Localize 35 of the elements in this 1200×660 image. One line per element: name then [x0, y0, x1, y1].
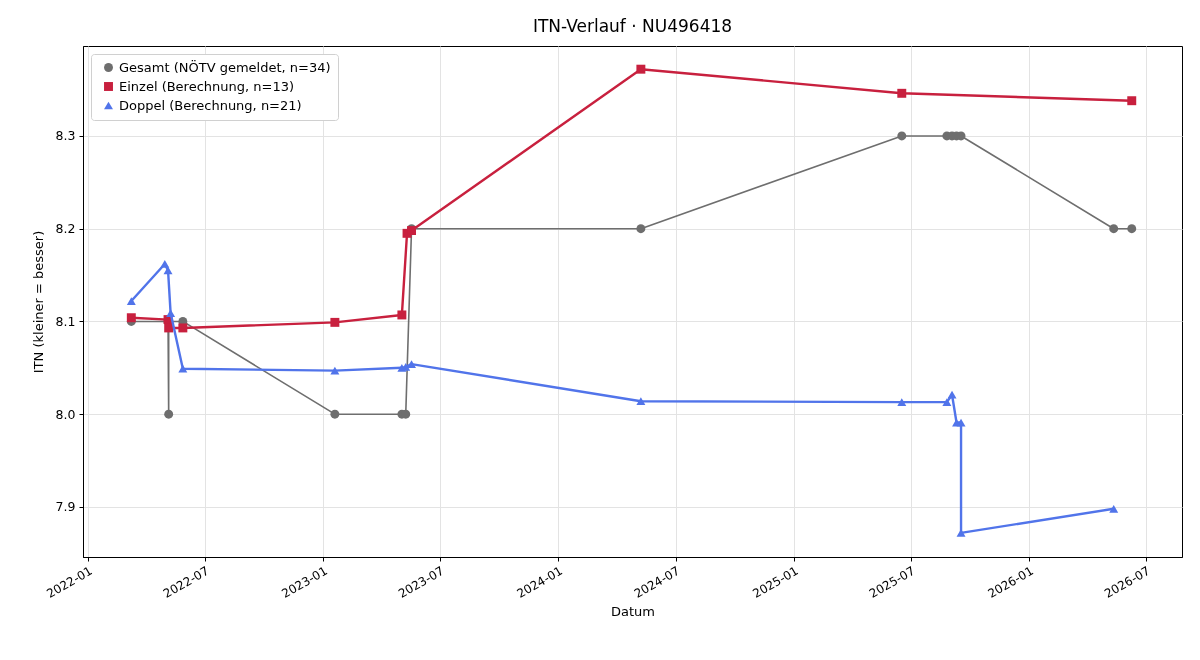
legend-label: Einzel (Berechnung, n=13)	[119, 78, 295, 94]
point	[1127, 224, 1137, 234]
point	[947, 390, 957, 399]
point	[330, 409, 340, 419]
point	[164, 323, 174, 333]
y-tick-label: 8.1	[55, 313, 76, 329]
legend-label: Gesamt (NÖTV gemeldet, n=34)	[119, 58, 331, 75]
point	[407, 360, 417, 368]
point	[330, 317, 340, 327]
point	[942, 398, 952, 406]
point	[897, 398, 907, 406]
point	[1127, 96, 1137, 106]
chart-title: ITN-Verlauf · NU496418	[532, 16, 733, 36]
point	[178, 364, 188, 373]
point	[166, 309, 176, 317]
point	[636, 224, 646, 234]
point	[636, 64, 646, 74]
y-axis-title: ITN (kleiner = besser)	[30, 230, 46, 374]
point	[126, 297, 136, 305]
point	[397, 310, 407, 320]
y-tick-label: 7.9	[55, 499, 76, 515]
y-tick-label: 8.3	[55, 128, 76, 144]
point	[163, 266, 173, 275]
point	[636, 397, 646, 406]
y-tick-label: 8.0	[55, 406, 76, 422]
x-axis-title: Datum	[611, 604, 655, 620]
y-tick-label: 8.2	[55, 221, 76, 237]
point	[897, 88, 907, 98]
legend-label: Doppel (Berechnung, n=21)	[119, 97, 302, 113]
point	[164, 409, 174, 419]
point	[1109, 224, 1119, 234]
point	[1109, 504, 1119, 513]
point	[897, 131, 907, 141]
point	[178, 323, 188, 333]
point	[160, 260, 170, 268]
